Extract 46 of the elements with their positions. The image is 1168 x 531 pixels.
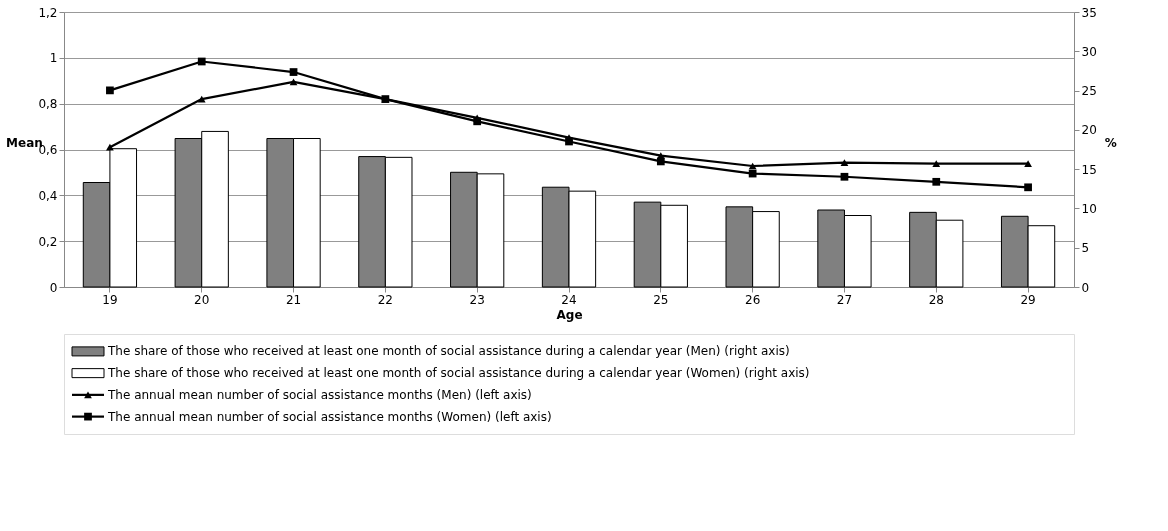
y2-tick-label: 5 — [1081, 241, 1090, 256]
x-tick-label: 22 — [377, 292, 393, 307]
x-tick-label: 21 — [285, 292, 302, 307]
y2-axis-title: % — [1104, 136, 1117, 150]
y-tick-label: 0,4 — [38, 188, 58, 203]
y-tick-label: 0,2 — [38, 234, 58, 249]
x-axis-title: Age — [556, 307, 583, 322]
legend-label: The share of those who received at least one month of social assistance during a calendar year (Women) (right axis) — [107, 366, 810, 381]
legend-label: The annual mean number of social assistance months (Men) (left axis) — [107, 387, 532, 402]
legend-label: The annual mean number of social assistance months (Women) (left axis) — [107, 409, 552, 424]
y2-tick-label: 25 — [1081, 84, 1097, 99]
point — [473, 117, 482, 126]
y-tick-label: 0,8 — [38, 97, 58, 112]
point — [289, 68, 298, 76]
x-tick-label: 23 — [469, 292, 485, 307]
point — [289, 78, 298, 86]
point — [1024, 160, 1032, 168]
point — [840, 172, 849, 181]
y2-tick-label: 20 — [1081, 123, 1097, 138]
y2-tick-label: 10 — [1081, 201, 1097, 216]
point — [932, 160, 941, 168]
x-tick-label: 26 — [745, 292, 761, 307]
x-tick-label: 28 — [928, 292, 944, 307]
x-tick-label: 19 — [102, 292, 118, 307]
point — [656, 157, 665, 166]
y-tick-label: 1 — [49, 51, 58, 66]
point — [565, 137, 573, 146]
y-tick-label: 1,2 — [38, 5, 58, 20]
y-tick-label: 0 — [49, 280, 58, 295]
point — [748, 169, 757, 178]
x-tick-label: 27 — [836, 292, 853, 307]
point — [106, 86, 114, 95]
point — [840, 159, 849, 166]
x-tick-label: 24 — [561, 292, 577, 307]
x-tick-label: 29 — [1020, 292, 1036, 307]
point — [197, 57, 206, 66]
point — [1024, 183, 1032, 192]
legend-label: The share of those who received at least one month of social assistance during a calendar year (Men) (right axis) — [107, 344, 790, 359]
x-tick-label: 20 — [194, 292, 210, 307]
y2-tick-label: 30 — [1081, 44, 1097, 59]
y2-tick-label: 35 — [1081, 5, 1097, 20]
point — [106, 143, 114, 151]
y2-tick-label: 0 — [1081, 280, 1090, 295]
y2-tick-label: 15 — [1081, 162, 1097, 177]
x-tick-label: 25 — [653, 292, 669, 307]
point — [932, 177, 941, 186]
